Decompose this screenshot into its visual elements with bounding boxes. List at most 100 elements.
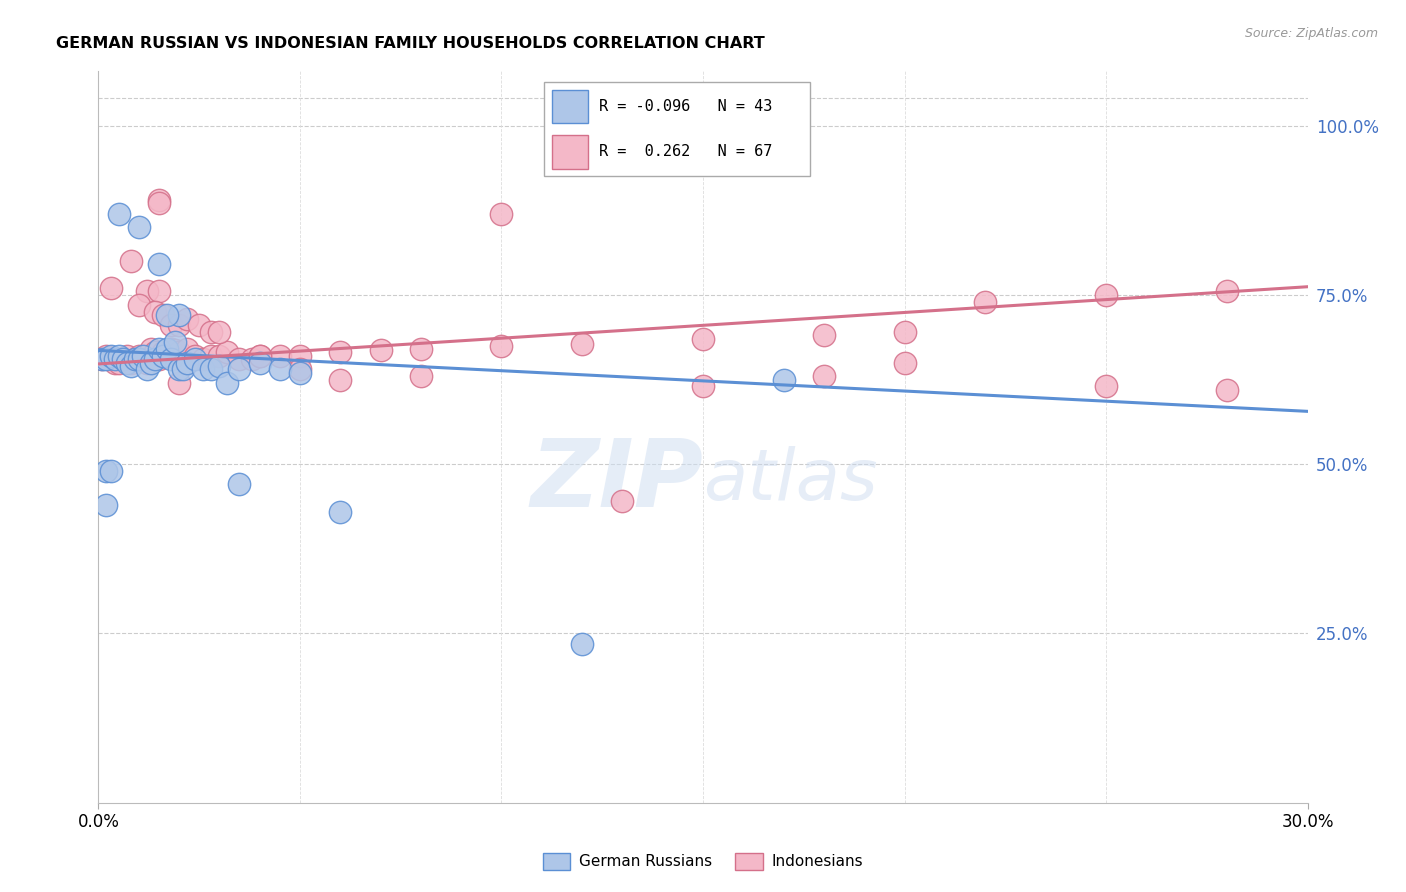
- Point: [167, 308, 190, 322]
- Legend: German Russians, Indonesians: German Russians, Indonesians: [536, 847, 870, 876]
- Point: [148, 285, 170, 299]
- Point: [692, 332, 714, 346]
- Point: [167, 376, 190, 390]
- Point: [135, 362, 157, 376]
- Point: [172, 362, 194, 376]
- Point: [974, 294, 997, 309]
- Point: [329, 505, 352, 519]
- Point: [96, 349, 118, 363]
- Point: [143, 345, 166, 359]
- Point: [176, 355, 198, 369]
- Point: [184, 349, 207, 363]
- Point: [148, 193, 170, 207]
- Point: [135, 355, 157, 369]
- Text: R =  0.262   N = 67: R = 0.262 N = 67: [599, 145, 772, 160]
- Point: [200, 349, 222, 363]
- Point: [148, 257, 170, 271]
- Point: [893, 355, 915, 369]
- Point: [329, 372, 352, 386]
- Point: [135, 285, 157, 299]
- Point: [128, 220, 150, 235]
- Point: [409, 369, 432, 384]
- Point: [107, 206, 129, 220]
- Point: [269, 349, 291, 363]
- Point: [96, 498, 118, 512]
- Point: [103, 352, 125, 367]
- Text: Source: ZipAtlas.com: Source: ZipAtlas.com: [1244, 27, 1378, 40]
- Point: [200, 325, 222, 339]
- Point: [100, 349, 122, 363]
- Point: [188, 318, 211, 333]
- Point: [128, 349, 150, 363]
- Point: [167, 345, 190, 359]
- Point: [370, 343, 392, 358]
- Point: [148, 196, 170, 211]
- FancyBboxPatch shape: [544, 82, 810, 177]
- Point: [160, 352, 183, 367]
- Point: [143, 352, 166, 367]
- Point: [139, 342, 162, 356]
- Point: [160, 318, 183, 333]
- Point: [128, 298, 150, 312]
- Point: [163, 343, 186, 358]
- Point: [692, 379, 714, 393]
- Point: [208, 349, 231, 363]
- Point: [249, 349, 271, 363]
- Text: R = -0.096   N = 43: R = -0.096 N = 43: [599, 99, 772, 114]
- Point: [100, 352, 122, 367]
- Text: ZIP: ZIP: [530, 435, 703, 527]
- Point: [813, 328, 835, 343]
- Point: [152, 345, 174, 359]
- Point: [143, 305, 166, 319]
- Point: [249, 355, 271, 369]
- Point: [249, 349, 271, 363]
- Point: [240, 352, 263, 367]
- Point: [115, 349, 138, 363]
- FancyBboxPatch shape: [553, 136, 588, 169]
- Point: [91, 352, 114, 367]
- Point: [176, 342, 198, 356]
- Point: [1216, 383, 1239, 397]
- Point: [124, 352, 146, 367]
- Point: [139, 355, 162, 369]
- Point: [160, 342, 183, 356]
- Point: [1095, 379, 1118, 393]
- Point: [148, 352, 170, 367]
- Point: [96, 352, 118, 367]
- Text: atlas: atlas: [703, 447, 877, 516]
- Point: [208, 325, 231, 339]
- Point: [120, 355, 142, 369]
- Point: [193, 362, 215, 376]
- Point: [91, 352, 114, 367]
- Point: [184, 352, 207, 367]
- Point: [409, 342, 432, 356]
- Point: [107, 355, 129, 369]
- Point: [156, 308, 179, 322]
- Point: [107, 349, 129, 363]
- Point: [571, 637, 593, 651]
- Point: [228, 477, 250, 491]
- Point: [329, 345, 352, 359]
- Point: [156, 349, 179, 363]
- Point: [167, 318, 190, 333]
- Point: [152, 349, 174, 363]
- Point: [103, 355, 125, 369]
- Point: [208, 359, 231, 373]
- Point: [772, 372, 794, 386]
- Point: [148, 342, 170, 356]
- Point: [120, 359, 142, 373]
- Point: [228, 352, 250, 367]
- Point: [491, 339, 513, 353]
- Point: [156, 342, 179, 356]
- FancyBboxPatch shape: [553, 90, 588, 123]
- Point: [200, 362, 222, 376]
- Point: [491, 206, 513, 220]
- Point: [228, 362, 250, 376]
- Point: [167, 362, 190, 376]
- Point: [813, 369, 835, 384]
- Point: [571, 336, 593, 351]
- Point: [132, 349, 155, 363]
- Point: [288, 349, 311, 363]
- Point: [288, 362, 311, 376]
- Point: [176, 311, 198, 326]
